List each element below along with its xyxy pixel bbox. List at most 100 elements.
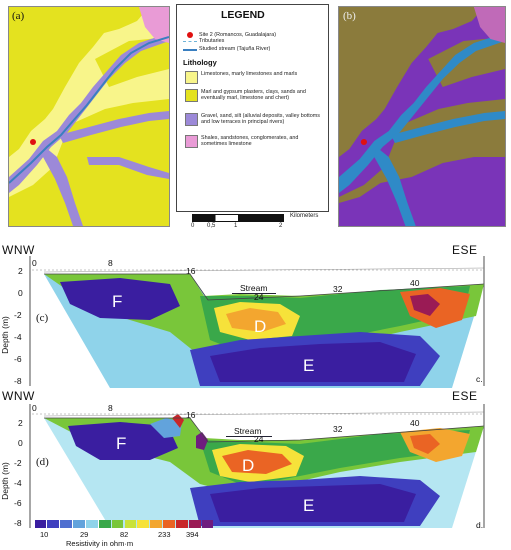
scale-tick: 1 xyxy=(234,223,238,229)
x-tick-d: 16 xyxy=(186,410,196,420)
colorbar-cell xyxy=(111,520,124,528)
y-tick-c: -4 xyxy=(14,332,22,342)
resistivity-section-c xyxy=(29,256,485,388)
y-tick-d: -6 xyxy=(14,498,22,508)
colorbar-cell xyxy=(201,520,214,528)
colorbar-label: 394 xyxy=(186,530,199,539)
lithology-swatch-marl xyxy=(185,89,198,102)
colorbar-cell xyxy=(137,520,150,528)
colorbar-cell xyxy=(34,520,47,528)
gravel-area xyxy=(43,147,83,226)
y-axis-label-d: Depth (m) xyxy=(0,462,10,500)
colorbar-cell xyxy=(176,520,188,528)
colorbar-cell xyxy=(47,520,60,528)
colorbar-label: 29 xyxy=(80,530,89,539)
scale-tick: 2 xyxy=(279,223,283,229)
lithology-swatch-shale xyxy=(185,135,198,148)
zone-e-d: E xyxy=(303,496,315,515)
x-tick-c: 8 xyxy=(108,258,113,268)
scale-unit: Kilometers xyxy=(290,213,319,219)
colorbar-title: Resistivity in ohm·m xyxy=(66,539,134,548)
colorbar-label: 10 xyxy=(40,530,49,539)
stream-legend-line xyxy=(183,49,197,51)
tributary-legend-line xyxy=(183,41,197,42)
panel-label-c: (c) xyxy=(36,312,49,324)
geology-map-b xyxy=(338,6,506,227)
zone-f-d: F xyxy=(116,434,127,453)
direction-left-d: WNW xyxy=(2,389,35,403)
x-tick-c: 32 xyxy=(333,284,343,294)
y-tick-c: 0 xyxy=(18,288,23,298)
zone-e-c: E xyxy=(303,356,315,375)
corner-label-d: d. xyxy=(476,520,484,530)
y-tick-d: 2 xyxy=(18,418,23,428)
legend-lithology-heading: Lithology xyxy=(183,58,217,67)
scale-tick: 0,5 xyxy=(207,223,216,229)
stream-label-c: Stream xyxy=(240,283,268,293)
gravel-area xyxy=(9,33,169,193)
gravel-area xyxy=(374,147,416,226)
lithology-swatch-limestone xyxy=(185,71,198,84)
y-tick-c: -8 xyxy=(14,376,22,386)
x-tick-d: 0 xyxy=(32,403,37,413)
marl-area xyxy=(9,7,149,157)
colorbar-cell xyxy=(86,520,98,528)
x-tick-c: 24 xyxy=(254,292,264,302)
x-tick-d: 40 xyxy=(410,418,420,428)
site-legend-marker xyxy=(187,32,193,38)
zone-d-d: D xyxy=(242,456,255,475)
x-tick-c: 0 xyxy=(32,258,37,268)
marl-area xyxy=(339,7,485,157)
direction-left-c: WNW xyxy=(2,243,35,257)
stream-arrow-d xyxy=(226,436,272,437)
lithology-item-limestone: Limestones, marly limestones and marls xyxy=(201,71,298,77)
panel-label-d: (d) xyxy=(36,456,49,468)
colorbar-cell xyxy=(188,520,201,528)
direction-right-c: ESE xyxy=(452,243,478,257)
x-tick-c: 40 xyxy=(410,278,420,288)
y-tick-d: 0 xyxy=(18,438,23,448)
x-tick-d: 8 xyxy=(108,403,113,413)
resistivity-colorbar xyxy=(34,520,214,528)
site-marker xyxy=(360,139,368,145)
lithology-item-marl: Marl and gypsum plasters, clays, sands a… xyxy=(201,89,306,102)
zone-d-c: D xyxy=(254,317,267,336)
lithology-swatch-gravel xyxy=(185,113,198,126)
x-tick-c: 16 xyxy=(186,266,196,276)
x-tick-d: 24 xyxy=(254,434,264,444)
geology-map-a xyxy=(8,6,170,227)
studied-stream xyxy=(9,36,169,184)
legend-tributaries: Tributaries xyxy=(199,38,225,44)
colorbar-label: 82 xyxy=(120,530,129,539)
scale-tick: 0 xyxy=(191,223,195,229)
resistivity-section-d xyxy=(29,404,485,528)
colorbar-cell xyxy=(60,520,72,528)
map-legend: LEGEND Site 2 (Romancos, Guadalajara) Tr… xyxy=(176,4,329,212)
site-marker xyxy=(30,139,36,145)
y-axis-label-c: Depth (m) xyxy=(0,316,10,354)
gravel-area xyxy=(339,33,505,193)
shale-area xyxy=(473,7,505,43)
colorbar-cell xyxy=(150,520,162,528)
colorbar-cell xyxy=(124,520,137,528)
direction-right-d: ESE xyxy=(452,389,478,403)
colorbar-label: 233 xyxy=(158,530,171,539)
panel-label-b: (b) xyxy=(343,10,356,22)
y-tick-d: -4 xyxy=(14,478,22,488)
corner-label-c: c. xyxy=(476,374,483,384)
y-tick-d: -2 xyxy=(14,458,22,468)
y-tick-d: -8 xyxy=(14,518,22,528)
colorbar-cell xyxy=(163,520,175,528)
gravel-area xyxy=(87,157,169,179)
y-tick-c: -6 xyxy=(14,354,22,364)
x-tick-d: 32 xyxy=(333,424,343,434)
lithology-item-gravel: Gravel, sand, silt (alluvial deposits, v… xyxy=(201,113,320,126)
stream-label-d: Stream xyxy=(234,426,262,436)
y-tick-c: -2 xyxy=(14,310,22,320)
legend-site: Site 2 (Romancos, Guadalajara) xyxy=(199,32,277,38)
colorbar-cell xyxy=(98,520,111,528)
y-tick-c: 2 xyxy=(18,266,23,276)
stream-arrow-c xyxy=(232,293,276,294)
colorbar-cell xyxy=(73,520,85,528)
marl-area xyxy=(428,37,505,87)
